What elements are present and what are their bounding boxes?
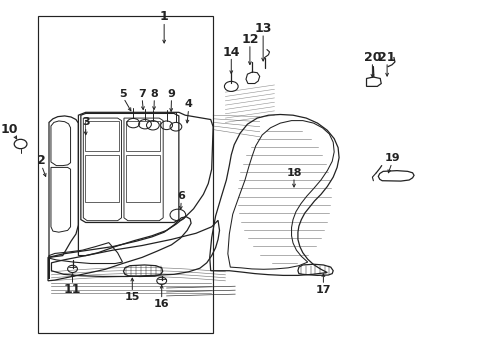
Text: 6: 6 — [177, 191, 185, 201]
Text: 1: 1 — [160, 10, 169, 23]
Text: 19: 19 — [384, 153, 400, 163]
Text: 15: 15 — [124, 292, 140, 302]
Text: 7: 7 — [138, 89, 146, 99]
Text: 4: 4 — [185, 99, 193, 109]
Text: 21: 21 — [378, 51, 396, 64]
Text: 17: 17 — [316, 285, 331, 295]
Bar — [126, 155, 160, 202]
Bar — [85, 155, 119, 202]
Text: 20: 20 — [364, 51, 381, 64]
Text: 8: 8 — [150, 89, 158, 99]
Text: 16: 16 — [154, 299, 170, 309]
Text: 9: 9 — [168, 89, 175, 99]
Bar — [126, 121, 160, 151]
Text: 18: 18 — [286, 168, 302, 178]
Text: 14: 14 — [222, 46, 240, 59]
Bar — [85, 121, 119, 151]
Text: 3: 3 — [82, 117, 90, 127]
Text: 10: 10 — [1, 123, 19, 136]
Text: 12: 12 — [241, 33, 259, 46]
Text: 5: 5 — [120, 89, 127, 99]
Text: 13: 13 — [254, 22, 272, 35]
Bar — [38, 16, 213, 333]
Text: 11: 11 — [64, 283, 81, 296]
Text: 2: 2 — [37, 154, 46, 167]
